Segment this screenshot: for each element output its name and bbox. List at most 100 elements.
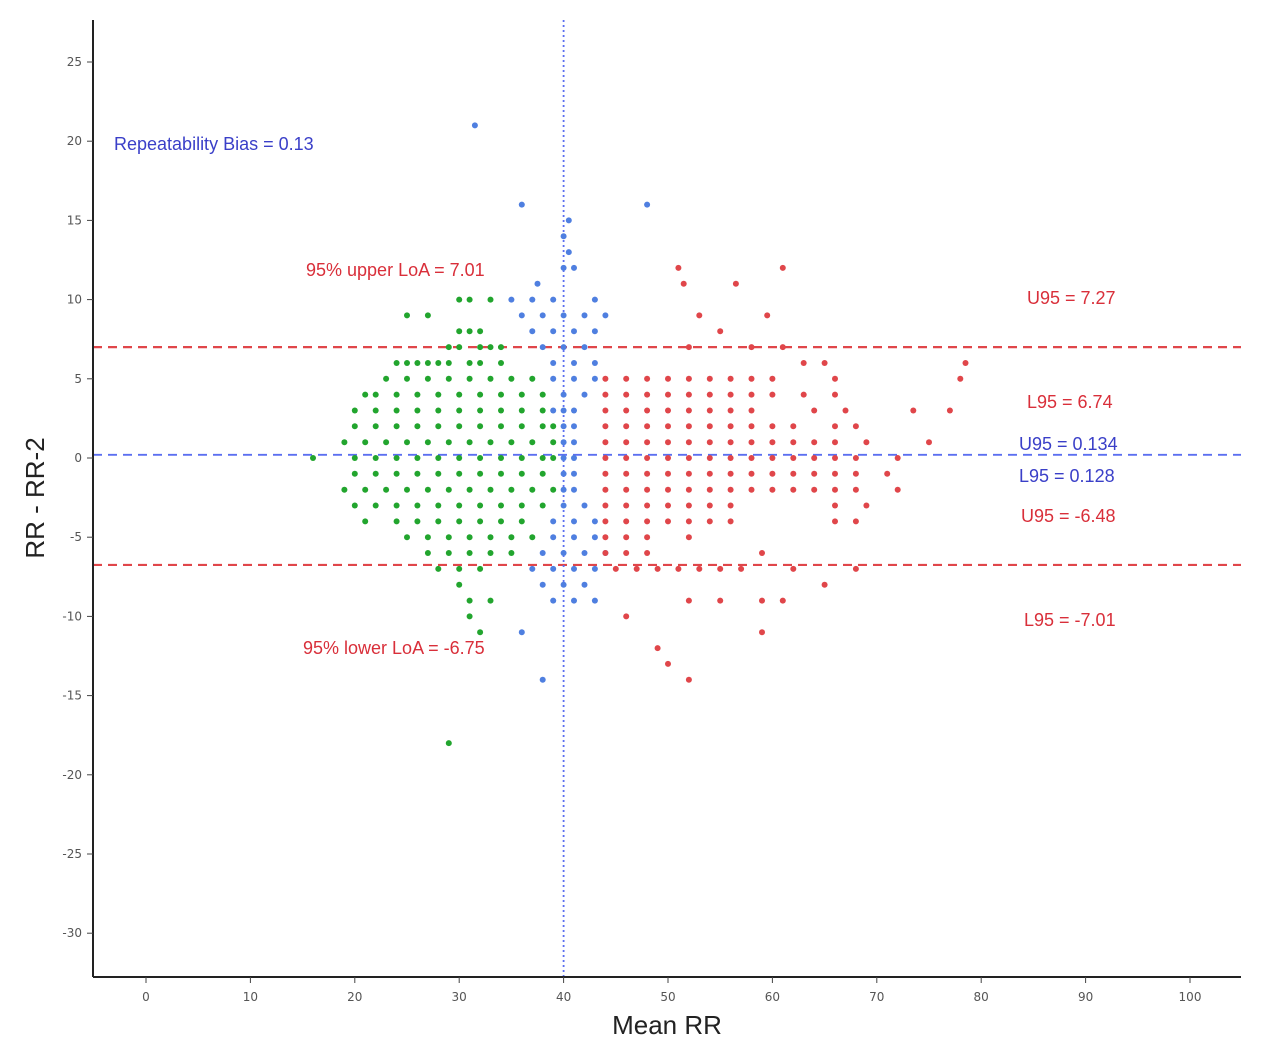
data-point <box>727 423 734 430</box>
data-point <box>487 375 494 382</box>
data-point <box>779 344 786 351</box>
data-point <box>821 360 828 366</box>
data-point <box>456 455 463 461</box>
data-point <box>518 470 525 477</box>
data-point <box>456 502 463 509</box>
data-point <box>550 486 557 493</box>
data-point <box>732 280 739 287</box>
data-point <box>560 423 567 430</box>
data-point <box>362 486 369 493</box>
data-point <box>393 455 400 461</box>
data-point <box>685 375 692 382</box>
data-point <box>477 328 484 335</box>
data-point <box>435 455 442 461</box>
data-point <box>477 391 484 398</box>
data-point <box>591 565 598 572</box>
data-point <box>706 502 713 509</box>
y-tick-label: -25 <box>62 847 82 861</box>
data-point <box>769 470 776 477</box>
data-point <box>414 502 421 509</box>
data-point <box>946 407 953 414</box>
data-point <box>675 264 682 271</box>
data-point <box>644 470 651 477</box>
data-point <box>539 581 546 588</box>
data-point <box>539 407 546 414</box>
data-point <box>811 439 818 446</box>
data-point <box>790 470 797 477</box>
data-point <box>612 565 619 572</box>
data-point <box>487 344 494 351</box>
data-point <box>685 455 692 461</box>
data-point <box>539 391 546 398</box>
data-point <box>800 360 807 366</box>
data-point <box>372 455 379 461</box>
data-point <box>665 455 671 461</box>
data-point <box>644 391 651 398</box>
data-point <box>748 439 755 446</box>
data-point <box>727 407 734 414</box>
data-point <box>581 312 588 319</box>
data-point <box>539 344 546 351</box>
data-point <box>529 439 536 446</box>
data-point <box>748 470 755 477</box>
data-point <box>685 470 692 477</box>
data-point <box>706 407 713 414</box>
data-point <box>602 518 609 525</box>
data-point <box>560 407 567 414</box>
data-point <box>518 629 525 636</box>
data-point <box>445 360 452 366</box>
data-point <box>498 423 504 430</box>
y-tick-label: 0 <box>74 451 82 465</box>
data-point <box>351 423 358 430</box>
data-point <box>685 439 692 446</box>
data-point <box>623 455 630 461</box>
data-point <box>435 470 442 477</box>
data-point <box>581 391 588 398</box>
data-point <box>487 296 494 303</box>
data-point <box>466 486 473 493</box>
data-point <box>852 565 859 572</box>
data-point <box>414 455 421 461</box>
data-point <box>748 391 755 398</box>
data-point <box>602 502 609 509</box>
data-point <box>894 486 901 493</box>
data-point <box>393 470 400 477</box>
y-tick-label: 20 <box>67 134 82 148</box>
data-point <box>717 565 724 572</box>
data-point <box>790 439 797 446</box>
data-point <box>623 375 630 382</box>
data-point <box>477 502 484 509</box>
data-point <box>706 518 713 525</box>
data-point <box>581 344 588 351</box>
data-point <box>644 423 651 430</box>
data-point <box>623 518 630 525</box>
data-point <box>445 439 452 446</box>
data-point <box>414 518 421 525</box>
data-point <box>706 470 713 477</box>
y-tick-label: 5 <box>74 372 82 386</box>
data-point <box>560 470 567 477</box>
data-point <box>477 518 484 525</box>
data-point <box>800 391 807 398</box>
data-point <box>456 518 463 525</box>
data-point <box>696 565 703 572</box>
data-point <box>727 439 734 446</box>
data-point <box>341 486 348 493</box>
data-point <box>560 439 567 446</box>
x-tick-label: 20 <box>347 990 362 1004</box>
y-axis-title: RR - RR-2 <box>20 437 50 558</box>
data-point <box>790 486 797 493</box>
data-point <box>477 629 484 636</box>
y-tick-label: 25 <box>67 55 82 69</box>
data-point <box>623 534 630 541</box>
data-point <box>852 455 859 461</box>
data-point <box>456 565 463 572</box>
data-point <box>717 328 724 335</box>
data-point <box>571 455 577 461</box>
data-point <box>414 407 421 414</box>
u95-lower-annotation: U95 = -6.48 <box>1021 506 1116 526</box>
data-point <box>832 486 838 493</box>
data-point <box>560 391 567 398</box>
data-point <box>769 486 776 493</box>
data-point <box>508 375 515 382</box>
